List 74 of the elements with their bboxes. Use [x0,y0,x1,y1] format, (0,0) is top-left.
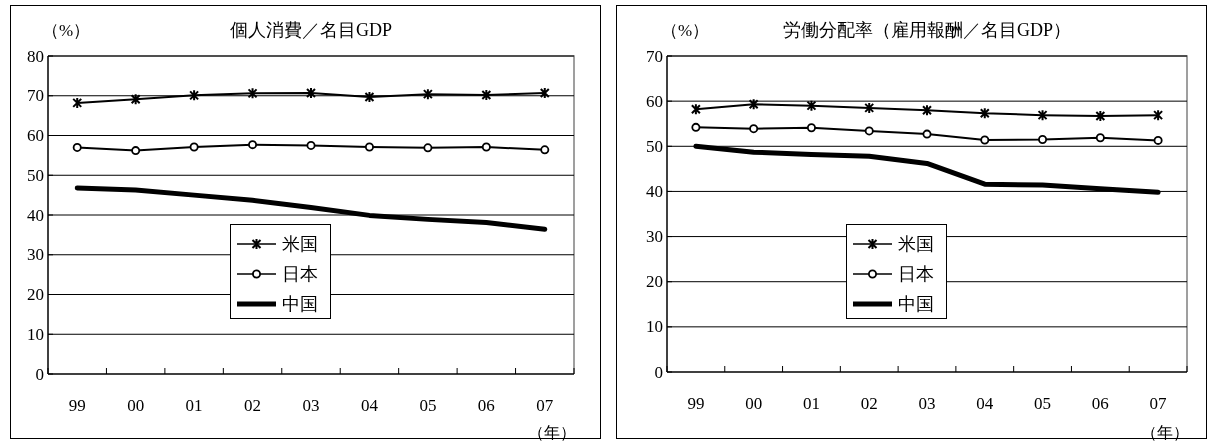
point [364,142,374,152]
point [864,126,874,136]
point [131,146,141,156]
point [130,93,141,106]
x-tick-label: 02 [244,395,262,415]
point [1037,109,1048,122]
y-tick-label: 60 [646,91,663,111]
y-tick-label: 80 [27,46,44,66]
x-tick-label: 00 [745,393,763,413]
point [481,142,491,152]
x-tick-label: 05 [1034,393,1052,413]
point [1153,109,1164,122]
y-tick-label: 0 [654,362,663,382]
x-tick-label: 99 [68,395,86,415]
y-tick-label: 60 [27,126,44,145]
legend-label: 日本 [898,264,934,284]
chart-title: 労働分配率（雇用報酬／名目GDP） [782,20,1072,40]
x-tick-label: 03 [918,393,936,413]
y-tick-label: 30 [646,227,663,247]
y-tick-label: 0 [35,364,44,384]
legend-label: 日本 [282,264,318,284]
y-axis-title: （%） [660,20,710,40]
x-tick-label: 05 [419,395,437,415]
x-tick-label: 99 [687,393,705,413]
point [306,140,316,150]
point [189,89,200,102]
point [540,145,550,155]
point [247,87,258,100]
x-tick-label: 01 [185,395,203,415]
y-tick-label: 70 [646,46,663,66]
x-tick-label: 07 [536,395,554,415]
point [423,143,433,153]
y-tick-label: 70 [27,86,44,106]
y-tick-label: 50 [27,165,44,185]
y-tick-label: 10 [646,317,663,337]
point [691,122,701,132]
x-tick-label: 07 [1149,393,1168,413]
point [806,123,816,133]
y-tick-label: 20 [27,285,44,304]
x-tick-label: 04 [976,393,994,413]
legend-label: 米国 [898,234,934,254]
x-tick-label: 01 [802,393,820,413]
point [749,124,759,134]
point [248,140,258,150]
chart-title: 個人消費／名目GDP [229,20,393,40]
legend-label: 中国 [282,294,318,314]
x-tick-label: 04 [360,395,379,415]
point [979,107,990,120]
point [189,142,199,152]
point [72,142,82,152]
y-tick-label: 50 [646,136,663,156]
y-tick-label: 10 [27,324,44,344]
point [1153,135,1163,145]
point [1095,133,1105,143]
point [690,103,701,116]
point [980,135,990,145]
point [922,129,932,139]
y-axis-title: （%） [41,20,91,40]
point [922,104,932,117]
point [1038,135,1048,145]
point [806,99,817,112]
x-tick-label: 06 [477,395,495,415]
point [422,88,433,101]
x-tick-label: 02 [860,393,878,413]
y-tick-label: 30 [27,245,44,265]
legend-label: 中国 [898,294,934,314]
y-tick-label: 40 [27,205,44,225]
y-tick-label: 20 [646,272,663,292]
x-tick-label: 06 [1091,393,1109,413]
x-tick-label: 00 [127,395,145,415]
x-tick-label: 03 [302,395,320,415]
legend-label: 米国 [282,234,318,254]
point [748,98,759,111]
y-tick-label: 40 [646,181,663,201]
